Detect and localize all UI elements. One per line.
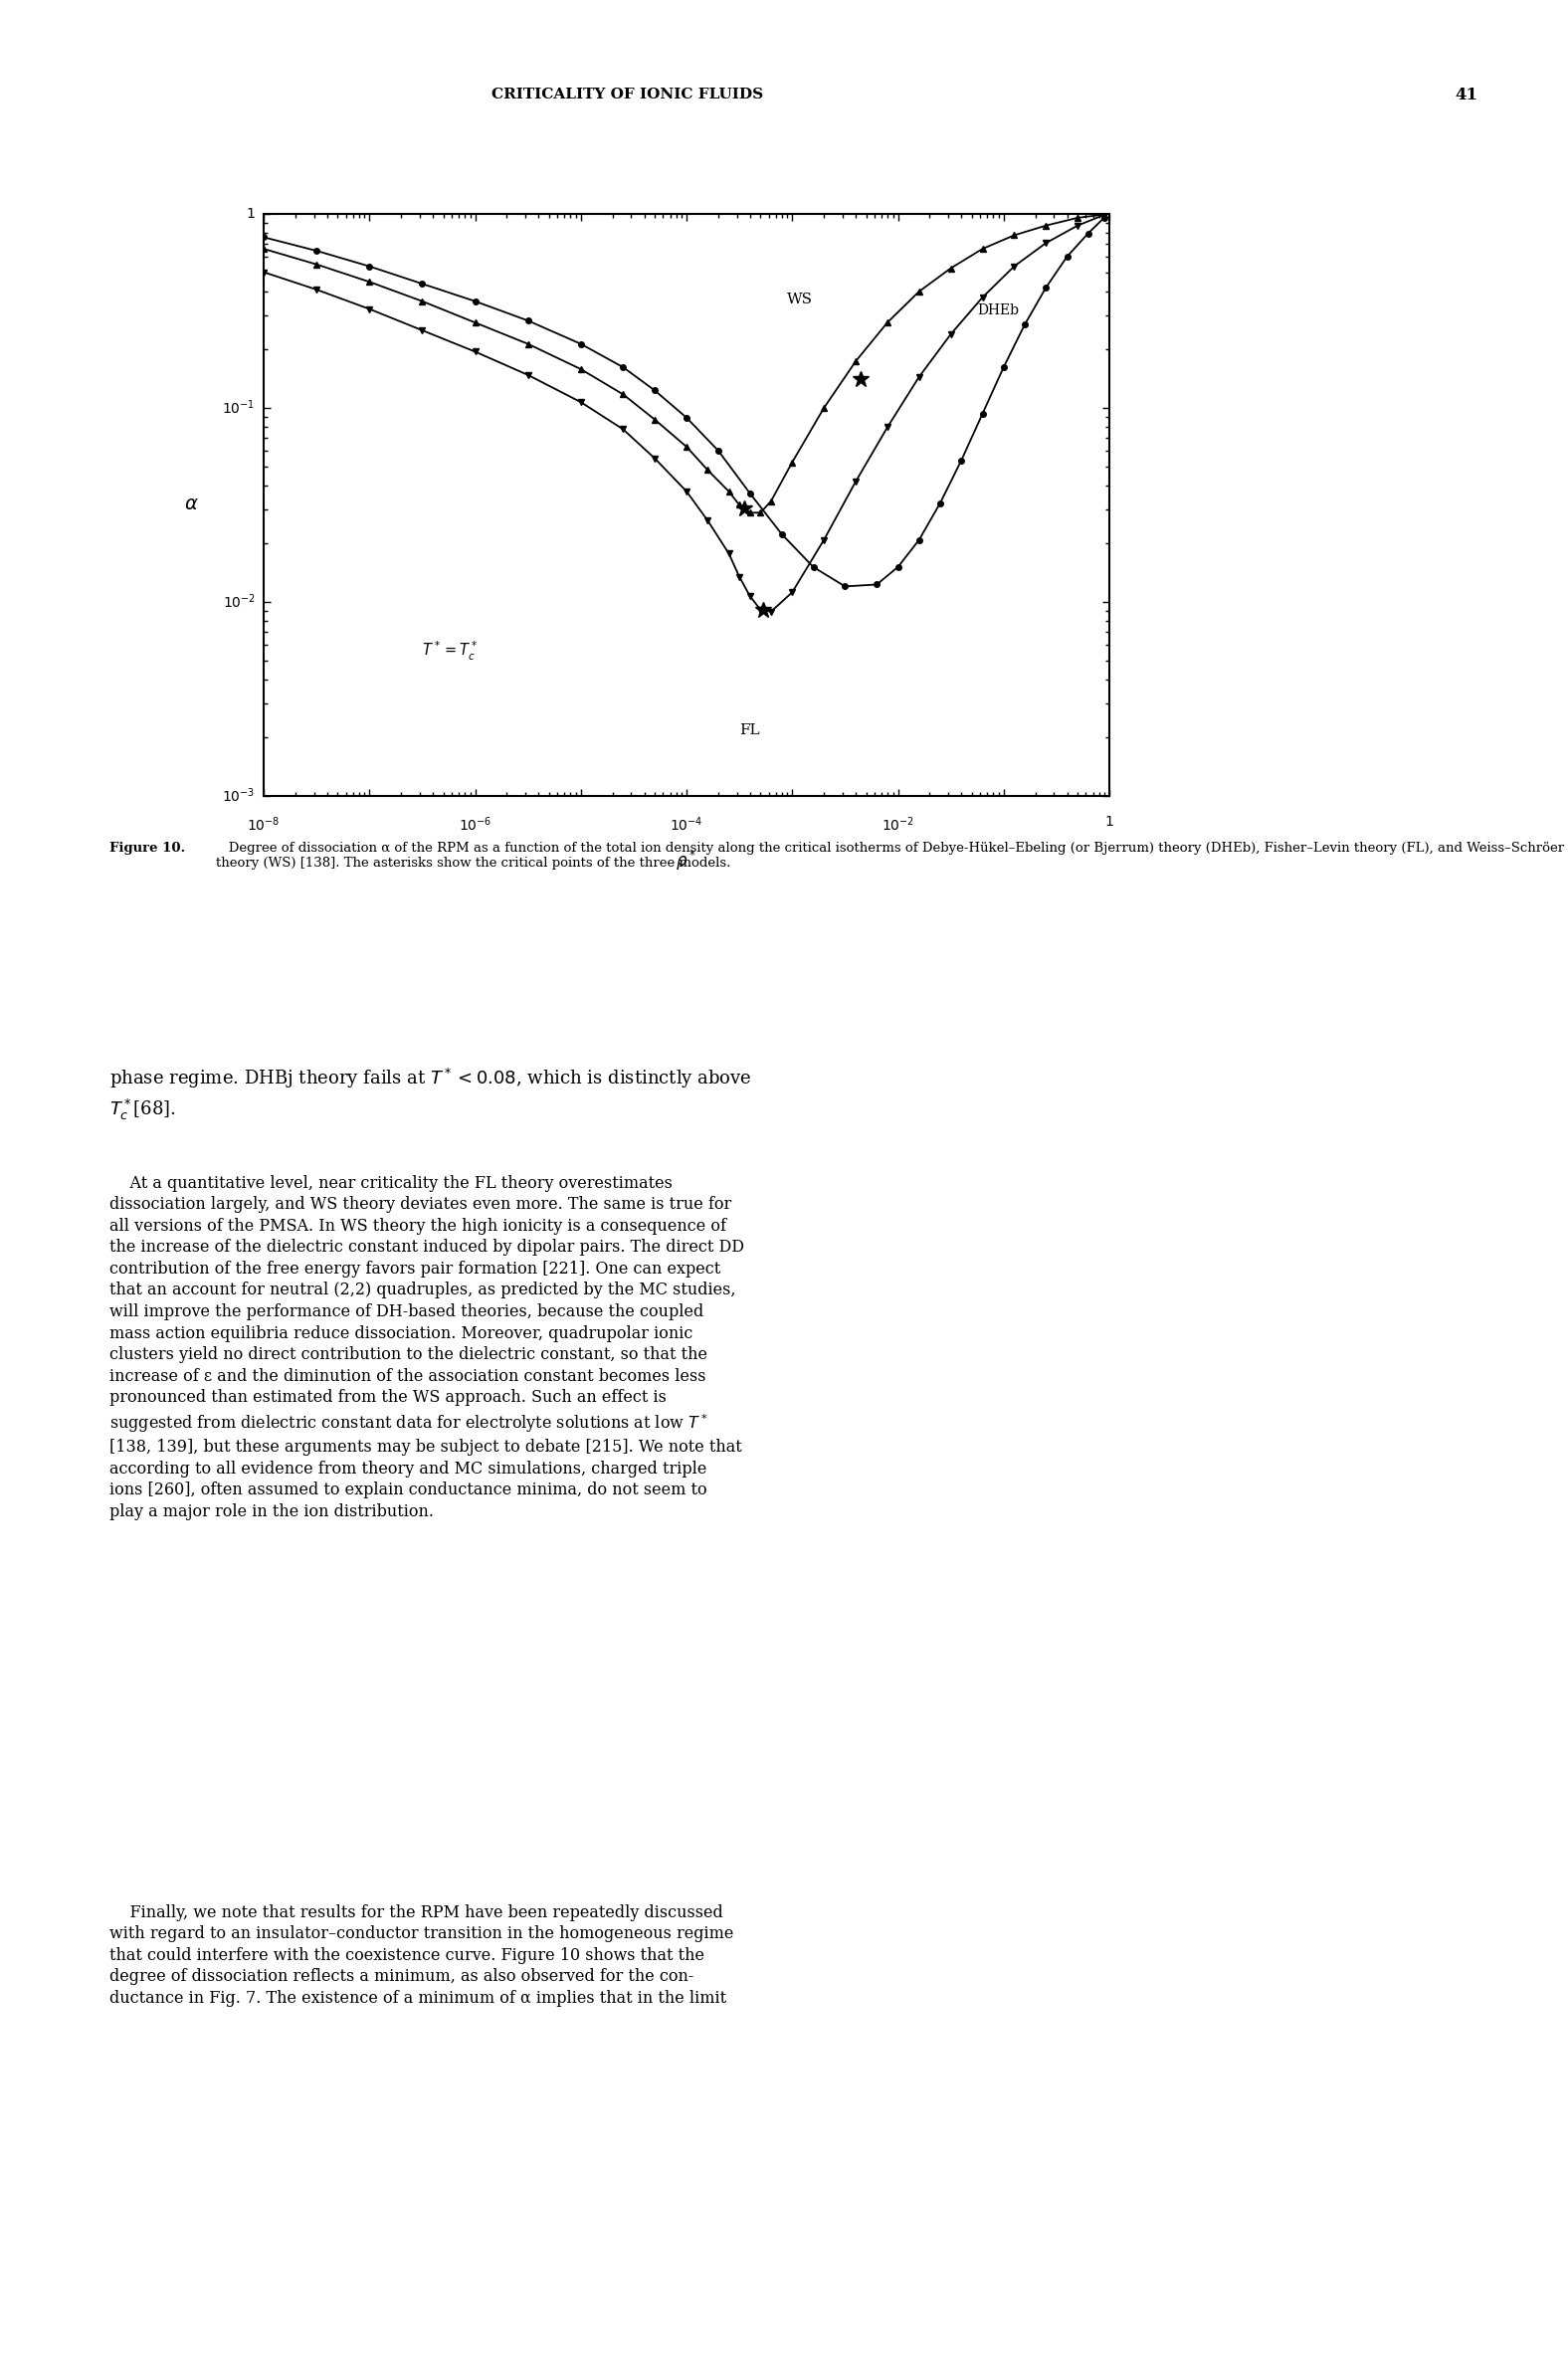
Text: phase regime. DHBj theory fails at $T^*<0.08$, which is distinctly above
$T_c^*$: phase regime. DHBj theory fails at $T^*<… xyxy=(110,1067,751,1121)
Text: $10^{-4}$: $10^{-4}$ xyxy=(670,816,702,835)
Text: $10^{-2}$: $10^{-2}$ xyxy=(223,593,256,612)
Text: FL: FL xyxy=(740,723,760,737)
Text: $1$: $1$ xyxy=(1104,816,1115,830)
Text: Degree of dissociation α of the RPM as a function of the total ion density along: Degree of dissociation α of the RPM as a… xyxy=(215,842,1563,870)
Text: 41: 41 xyxy=(1455,85,1477,104)
Text: $\rho^*$: $\rho^*$ xyxy=(676,849,698,873)
Text: WS: WS xyxy=(787,292,812,306)
Text: Figure 10.: Figure 10. xyxy=(110,842,185,854)
Text: $10^{-2}$: $10^{-2}$ xyxy=(881,816,914,835)
Text: CRITICALITY OF IONIC FLUIDS: CRITICALITY OF IONIC FLUIDS xyxy=(491,88,764,102)
Text: $10^{-6}$: $10^{-6}$ xyxy=(458,816,492,835)
Text: DHEb: DHEb xyxy=(977,303,1019,318)
Text: $\alpha$: $\alpha$ xyxy=(185,496,199,515)
Text: Finally, we note that results for the RPM have been repeatedly discussed
with re: Finally, we note that results for the RP… xyxy=(110,1904,734,2006)
Text: $10^{-8}$: $10^{-8}$ xyxy=(248,816,281,835)
Text: $10^{-3}$: $10^{-3}$ xyxy=(223,787,256,806)
Text: $T^* = T_c^*$: $T^* = T_c^*$ xyxy=(422,640,478,664)
Text: At a quantitative level, near criticality the FL theory overestimates
dissociati: At a quantitative level, near criticalit… xyxy=(110,1174,745,1520)
Text: $10^{-1}$: $10^{-1}$ xyxy=(223,398,256,417)
Text: $1$: $1$ xyxy=(246,206,256,221)
